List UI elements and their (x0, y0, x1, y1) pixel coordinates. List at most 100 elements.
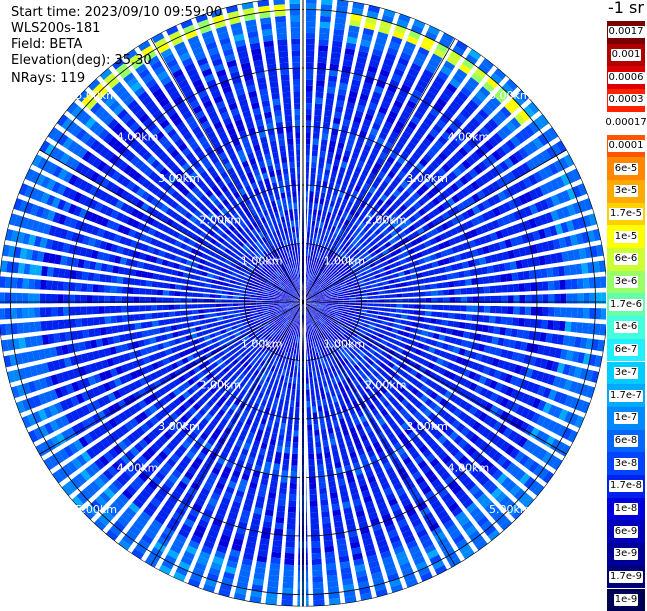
radar-gate (324, 540, 334, 547)
radar-gate (35, 321, 42, 331)
radar-gate (308, 436, 313, 442)
radar-gate (548, 281, 554, 291)
radar-gate (186, 292, 192, 297)
radar-gate (278, 434, 284, 441)
radar-gate (437, 312, 443, 318)
radar-gate (465, 279, 472, 286)
radar-gate (376, 320, 382, 324)
radar-gate (318, 51, 328, 58)
radar-gate (204, 294, 210, 298)
radar-gate (116, 306, 122, 313)
radar-gate (151, 289, 157, 295)
radar-gate (315, 98, 323, 104)
radar-gate (280, 375, 284, 381)
radar-gate (334, 401, 340, 408)
radar-gate (542, 307, 548, 316)
radar-gate (384, 312, 390, 316)
radar-gate (233, 292, 239, 295)
radar-gate (268, 396, 273, 403)
radar-gate (312, 221, 316, 227)
radar-gate (320, 192, 325, 198)
radar-gate (262, 305, 268, 307)
radar-gate (481, 267, 488, 275)
radar-gate (421, 264, 428, 270)
radar-gate (371, 266, 378, 271)
radar-gate (274, 300, 280, 301)
radar-gate (286, 535, 295, 541)
radar-gate (313, 251, 316, 257)
radar-gate (287, 353, 291, 359)
radar-gate (312, 150, 318, 156)
radar-gate (333, 117, 341, 124)
radar-gate (327, 581, 338, 588)
radar-gate (318, 470, 325, 477)
radar-gate (87, 318, 94, 326)
radar-gate (396, 294, 402, 298)
radar-gate (530, 282, 536, 291)
radar-gate (233, 296, 239, 299)
radar-gate (270, 563, 280, 570)
radar-gate (272, 372, 277, 379)
radar-gate (180, 311, 186, 316)
radar-gate (251, 292, 257, 295)
radar-gate (377, 282, 383, 286)
radar-gate (270, 481, 278, 488)
radar-gate (317, 465, 324, 471)
radar-gate (370, 280, 376, 284)
radar-gate (384, 290, 390, 294)
radar-gate (0, 324, 6, 336)
radar-gate (192, 287, 198, 292)
radar-gate (407, 315, 413, 320)
radar-gate (77, 330, 84, 339)
radar-gate (522, 330, 529, 339)
radar-gate (94, 328, 101, 336)
radar-gate (194, 275, 201, 280)
radar-gate (268, 444, 275, 451)
radar-gate (221, 308, 227, 311)
radar-gate (285, 441, 291, 447)
radar-gate (256, 298, 262, 300)
radar-gate (488, 276, 495, 284)
radar-gate (490, 286, 496, 293)
radar-gate (307, 232, 310, 238)
radar-gate (308, 256, 310, 262)
radar-gate (287, 388, 291, 394)
radar-gate (334, 159, 341, 166)
radar-gate (350, 305, 356, 307)
radar-gate (288, 418, 293, 424)
radar-gate (391, 268, 398, 273)
radar-gate (330, 176, 336, 183)
radar-gate (325, 557, 335, 564)
radar-gate (376, 278, 382, 282)
radar-gate (408, 310, 414, 315)
radar-gate (93, 317, 100, 325)
radar-gate (379, 329, 386, 334)
radar-gate (306, 244, 309, 250)
radar-gate (435, 275, 442, 281)
radar-gate (405, 326, 412, 331)
radar-gate (312, 553, 322, 559)
radar-gate (209, 333, 216, 338)
radar-gate (5, 308, 11, 319)
radar-gate (82, 272, 89, 281)
radar-gate (305, 4, 316, 10)
radar-gate (110, 316, 116, 324)
radar-gate (413, 286, 419, 291)
radar-gate (11, 308, 17, 319)
radar-gate (265, 509, 274, 516)
radar-gate (180, 304, 186, 309)
radar-gate (216, 290, 222, 294)
radar-gate (365, 285, 371, 289)
radar-gate (306, 384, 309, 390)
radar-gate (454, 313, 460, 319)
radar-gate (122, 287, 128, 294)
radar-gate (531, 307, 537, 316)
radar-gate (176, 324, 183, 330)
radar-gate (313, 133, 320, 139)
radar-gate (331, 195, 337, 202)
radar-gate (246, 314, 252, 317)
radar-gate (266, 456, 273, 463)
radar-gate (280, 393, 285, 399)
radar-gate (24, 264, 31, 275)
radar-gate (343, 293, 349, 296)
